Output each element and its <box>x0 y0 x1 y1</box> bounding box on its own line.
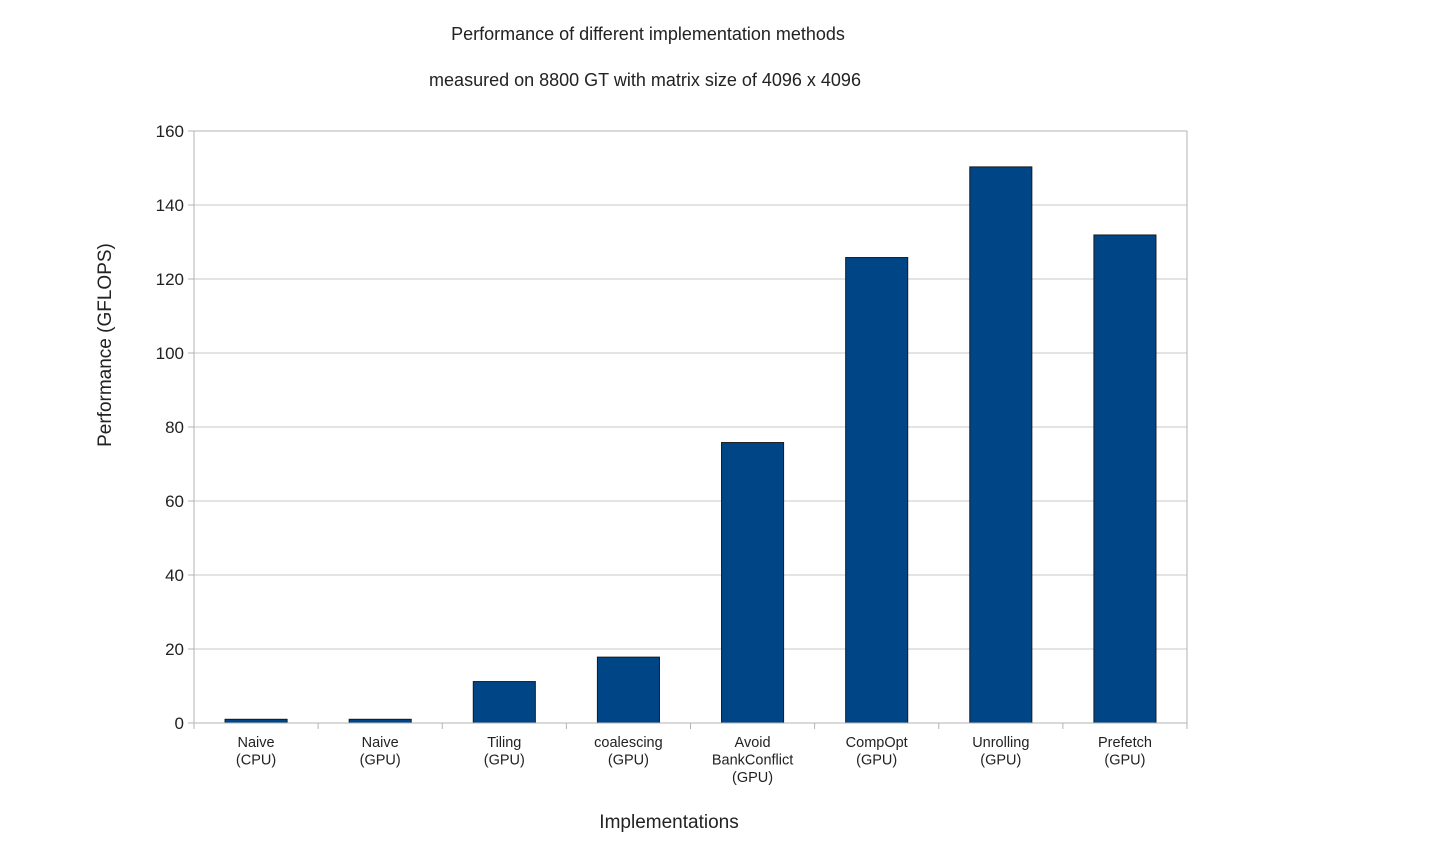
gridlines <box>194 130 1187 650</box>
x-tick-label: Avoid <box>735 735 771 751</box>
x-tick-label: (CPU) <box>236 753 276 769</box>
chart-subtitle: measured on 8800 GT with matrix size of … <box>429 70 861 90</box>
x-tick-label: (GPU) <box>732 770 773 786</box>
bar <box>721 442 785 724</box>
bar <box>845 257 909 724</box>
y-axis-title: Performance (GFLOPS) <box>95 243 116 447</box>
chart-title: Performance of different implementation … <box>451 24 845 44</box>
x-axis-title: Implementations <box>599 812 738 833</box>
x-tick-label: Naive <box>362 735 399 751</box>
x-tick-label: (GPU) <box>856 753 897 769</box>
bars <box>224 166 1157 724</box>
x-tick-label: CompOpt <box>846 735 908 751</box>
y-tick-label: 40 <box>165 566 184 585</box>
y-tick-label: 0 <box>175 714 184 733</box>
x-tick-label: (GPU) <box>484 753 525 769</box>
y-tick-label: 20 <box>165 640 184 659</box>
y-tick-label: 80 <box>165 418 184 437</box>
x-tick-label: (GPU) <box>1104 753 1145 769</box>
x-tick-label: Tiling <box>487 735 521 751</box>
x-tick-label: Naive <box>238 735 275 751</box>
y-tick-label: 120 <box>156 270 184 289</box>
x-tick-label: Unrolling <box>972 735 1029 751</box>
axes <box>188 130 1188 729</box>
bar <box>348 718 412 724</box>
y-tick-label: 160 <box>156 122 184 141</box>
x-tick-label: Prefetch <box>1098 735 1152 751</box>
y-tick-label: 60 <box>165 492 184 511</box>
y-tick-label: 100 <box>156 344 184 363</box>
bar <box>969 166 1033 724</box>
bar <box>472 681 536 724</box>
bar <box>1093 234 1157 724</box>
x-tick-label: (GPU) <box>980 753 1021 769</box>
x-axis-ticks: Naive (CPU) Naive (GPU) Tiling (GPU) coalescin… <box>236 735 1152 786</box>
y-axis-ticks: 0 20 40 60 80 100 120 140 160 <box>156 122 184 733</box>
x-tick-label: coalescing <box>594 735 663 751</box>
x-tick-label: BankConflict <box>712 753 793 769</box>
x-tick-label: (GPU) <box>608 753 649 769</box>
bar <box>596 656 660 724</box>
y-tick-label: 140 <box>156 196 184 215</box>
bar <box>224 718 288 724</box>
x-tick-label: (GPU) <box>360 753 401 769</box>
